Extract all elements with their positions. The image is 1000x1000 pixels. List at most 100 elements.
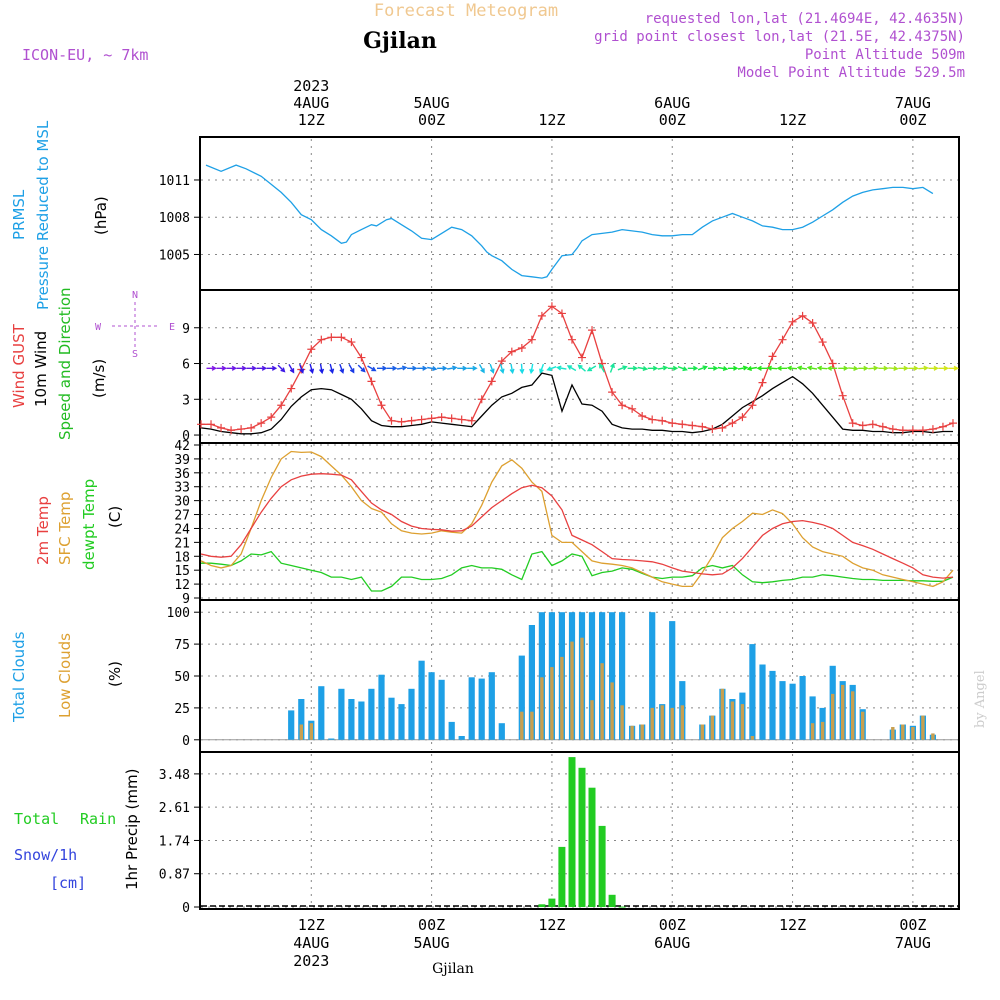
wind-direction-arrow xyxy=(288,364,295,374)
total-clouds-bar xyxy=(398,704,405,740)
total-clouds-bar xyxy=(588,612,596,740)
top-time-label: 00Z xyxy=(659,111,686,129)
temp-label-dewpt: dewpt Temp xyxy=(80,479,98,570)
wind-direction-arrow xyxy=(617,365,628,371)
low-clouds-bar xyxy=(650,707,654,740)
wind-direction-arrow xyxy=(577,364,586,372)
wind-gust-point xyxy=(688,421,697,430)
wind-direction-arrow xyxy=(417,365,428,371)
wind-direction-arrow xyxy=(519,363,525,375)
bottom-time-label: 6AUG xyxy=(654,934,690,952)
wind-direction-arrow xyxy=(677,366,688,372)
wind-direction-arrow xyxy=(339,363,345,374)
wind-gust-point xyxy=(487,377,496,386)
pressure-tick-label: 1005 xyxy=(159,248,190,263)
top-time-label: 12Z xyxy=(298,111,325,129)
wind-label-10m: 10m Wind xyxy=(32,331,50,407)
precip-tick-label: 0.87 xyxy=(159,868,190,883)
low-clouds-bar xyxy=(580,637,584,740)
wind-direction-arrow xyxy=(367,365,377,372)
total-clouds-bar xyxy=(458,736,465,740)
total-clouds-bar xyxy=(328,738,335,740)
total-clouds-bar xyxy=(318,686,325,740)
wind-gust-point xyxy=(497,357,506,366)
wind-gust-point xyxy=(798,311,807,320)
low-clouds-bar xyxy=(720,688,725,740)
wind-gust-point xyxy=(928,425,937,434)
wind-direction-arrow xyxy=(216,365,228,371)
wind-gust-point xyxy=(728,419,737,428)
wind-direction-arrow xyxy=(599,363,605,373)
precip-label-snow: Snow/1h xyxy=(14,846,77,864)
wind-direction-arrow xyxy=(478,364,485,374)
wind-direction-arrow xyxy=(348,364,355,374)
wind-direction-arrow xyxy=(848,365,859,371)
total-clouds-bar xyxy=(438,679,445,740)
wind-gust-point xyxy=(658,416,667,425)
top-time-label: 00Z xyxy=(899,111,926,129)
total-clouds-bar xyxy=(388,697,395,740)
clouds-tick-label: 75 xyxy=(174,638,190,653)
total-clouds-bar xyxy=(488,672,495,740)
wind-tick-label: 3 xyxy=(182,393,190,408)
wind-unit: (m/s) xyxy=(90,359,108,398)
bottom-time-label: 00Z xyxy=(899,916,926,934)
wind-gust-point xyxy=(878,422,887,431)
wind-direction-arrow xyxy=(697,365,708,371)
sfc-temp-line xyxy=(200,450,954,588)
top-time-label: 5AUG xyxy=(414,94,450,112)
wind-direction-arrow xyxy=(309,363,315,375)
low-clouds-bar xyxy=(590,700,594,740)
wind-direction-arrow xyxy=(796,365,808,371)
temp-tick-label: 42 xyxy=(174,439,190,454)
total-clouds-bar xyxy=(468,677,475,740)
low-clouds-bar xyxy=(700,724,704,740)
temp-tick-label: 12 xyxy=(174,578,190,593)
compass-e: E xyxy=(169,322,175,333)
clouds-unit: (%) xyxy=(106,661,124,687)
total-clouds-bar xyxy=(538,612,545,740)
wind-gust-point xyxy=(557,309,566,318)
wind-gust-point xyxy=(377,401,386,410)
requested-coords: requested lon,lat (21.4694E, 42.4635N) xyxy=(645,11,965,27)
wind-direction-arrow xyxy=(407,365,418,371)
wind-gust-point xyxy=(758,378,767,387)
clouds-tick-label: 0 xyxy=(182,734,190,749)
wind-direction-arrow xyxy=(868,365,879,371)
temp-tick-label: 36 xyxy=(174,467,190,482)
pressure-unit: (hPa) xyxy=(92,196,110,235)
bottom-time-label: 2023 xyxy=(293,952,329,970)
clouds-tick-label: 25 xyxy=(174,702,190,717)
precip-tick-label: 2.61 xyxy=(159,801,190,816)
low-clouds-bar xyxy=(660,705,664,740)
wind-gust-point xyxy=(447,414,456,423)
point-altitude: Point Altitude 509m xyxy=(805,47,965,63)
wind-gust-point xyxy=(898,426,907,435)
wind-gust-point xyxy=(347,338,356,347)
wind-direction-arrow xyxy=(437,365,448,371)
low-clouds-bar xyxy=(740,704,745,740)
wind-gust-point xyxy=(227,426,236,435)
wind-gust-point xyxy=(718,423,727,432)
clouds-label-total: Total Clouds xyxy=(10,631,28,723)
wind-gust-point xyxy=(267,413,276,422)
low-clouds-bar xyxy=(931,733,935,740)
wind-gust-point xyxy=(517,344,526,353)
pressure-line xyxy=(205,164,934,279)
temp-tick-label: 9 xyxy=(182,592,190,607)
temp-unit: (C) xyxy=(106,506,124,528)
wind-direction-arrow xyxy=(256,365,268,371)
precip-bar xyxy=(598,825,606,907)
wind-gust-point xyxy=(407,416,416,425)
bottom-time-label: 00Z xyxy=(659,916,686,934)
wind-direction-arrow xyxy=(447,365,458,371)
wind-direction-arrow xyxy=(908,365,919,371)
low-clouds-bar xyxy=(309,723,313,740)
wind-direction-arrow xyxy=(546,366,557,372)
wind-gust-point xyxy=(868,420,877,429)
wind-direction-arrow xyxy=(427,366,438,371)
low-clouds-bar xyxy=(670,707,674,740)
wind-direction-arrow xyxy=(586,365,597,372)
wind-direction-arrow xyxy=(826,365,838,371)
